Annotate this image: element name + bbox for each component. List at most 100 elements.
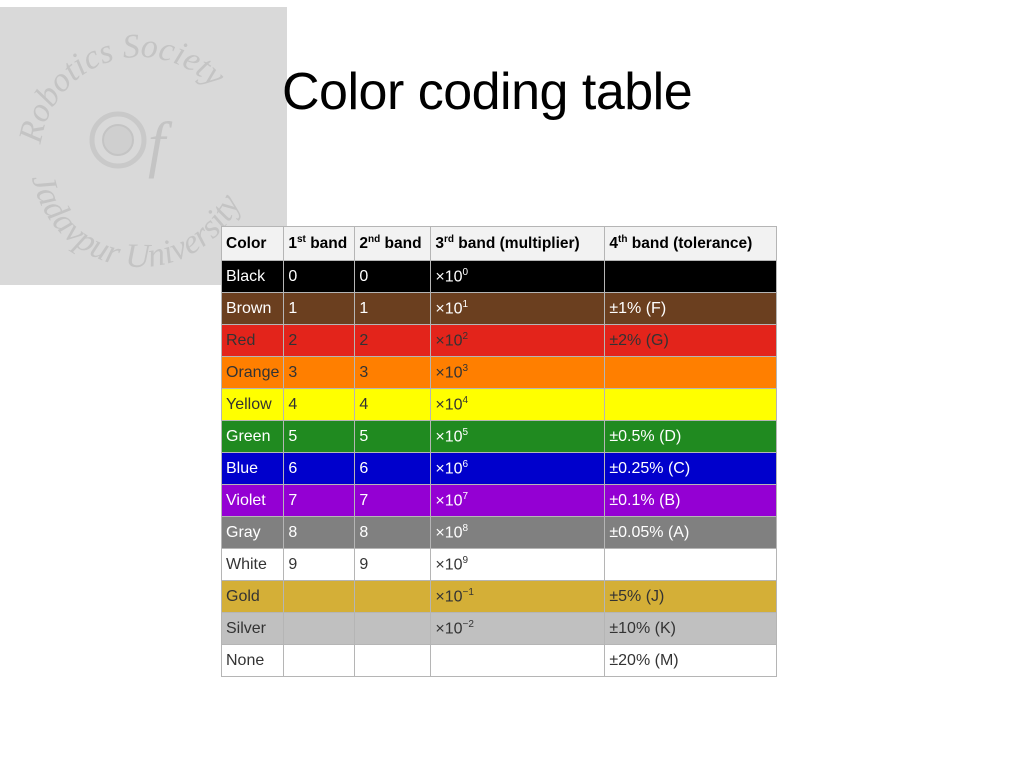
color-name-cell-text: Gray [226, 523, 261, 541]
multiplier-exponent: 3 [462, 362, 469, 374]
multiplier-base: ×10 [435, 268, 463, 286]
tolerance-cell-text: ±0.5% (D) [609, 427, 682, 445]
tolerance-cell: ±5% (J) [604, 580, 778, 613]
color-code-table: Color 1st band 2nd band 3rd band (multiplie… [220, 226, 778, 677]
column-header-ordinal: st [297, 233, 306, 245]
multiplier-base: ×10 [435, 300, 463, 318]
column-header-base: 2 [359, 235, 368, 253]
band1-cell: 5 [283, 420, 356, 453]
column-header-text: band (multiplier) [454, 235, 580, 253]
band1-cell-text: 1 [288, 299, 298, 317]
column-header: 4th band (tolerance) [604, 226, 778, 261]
band2-cell: 7 [354, 484, 432, 517]
tolerance-cell: ±0.25% (C) [604, 452, 778, 485]
color-name-cell: White [220, 548, 285, 581]
band2-cell-text: 8 [359, 523, 369, 541]
band2-cell-text: 0 [359, 267, 369, 285]
multiplier-exponent: 1 [462, 298, 469, 310]
band2-cell: 6 [354, 452, 432, 485]
society-logo: Robotics Society Jadavpur University f [0, 7, 287, 285]
band1-cell: 7 [283, 484, 356, 517]
band1-cell-text: 4 [288, 395, 298, 413]
multiplier-exponent: −2 [462, 618, 474, 630]
band2-cell: 0 [354, 260, 432, 293]
table-row: Yellow 4 4 ×104 [220, 388, 778, 421]
multiplier-cell: ×108 [430, 516, 606, 549]
band1-cell-text: 3 [288, 363, 298, 381]
color-name-cell-text: Gold [226, 587, 260, 605]
color-name-cell-text: None [226, 651, 265, 669]
multiplier-base: ×10 [435, 492, 463, 510]
column-header: 2nd band [354, 226, 432, 261]
band2-cell: 8 [354, 516, 432, 549]
color-name-cell: Gray [220, 516, 285, 549]
color-code-table-container: Color 1st band 2nd band 3rd band (multiplie… [220, 226, 778, 677]
color-name-cell: Red [220, 324, 285, 357]
multiplier-exponent: 8 [462, 522, 469, 534]
tolerance-cell: ±1% (F) [604, 292, 778, 325]
logo-seal: Robotics Society Jadavpur University f [12, 28, 248, 276]
band2-cell-text: 2 [359, 331, 369, 349]
table-row: Gold ×10−1 ±5% (J) [220, 580, 778, 613]
tolerance-cell: ±0.5% (D) [604, 420, 778, 453]
multiplier-exponent: 2 [462, 330, 469, 342]
column-header-text: band [380, 235, 422, 253]
band2-cell: 9 [354, 548, 432, 581]
tolerance-cell [604, 356, 778, 389]
color-name-cell: Gold [220, 580, 285, 613]
color-name-cell-text: Yellow [226, 395, 272, 413]
band1-cell: 9 [283, 548, 356, 581]
color-name-cell-text: Violet [226, 491, 266, 509]
color-name-cell: Violet [220, 484, 285, 517]
band2-cell-text: 5 [359, 427, 369, 445]
band1-cell-text: 0 [288, 267, 298, 285]
tolerance-cell: ±10% (K) [604, 612, 778, 645]
band1-cell: 3 [283, 356, 356, 389]
tolerance-cell-text: ±2% (G) [609, 331, 669, 349]
multiplier-cell: ×105 [430, 420, 606, 453]
band2-cell: 4 [354, 388, 432, 421]
table-row: None ±20% (M) [220, 644, 778, 677]
multiplier-exponent: 7 [462, 490, 469, 502]
band2-cell [354, 612, 432, 645]
color-name-cell: None [220, 644, 285, 677]
multiplier-cell: ×100 [430, 260, 606, 293]
tolerance-cell-text: ±0.1% (B) [609, 491, 681, 509]
multiplier-base: ×10 [435, 396, 463, 414]
logo-emblem-icon [89, 111, 147, 169]
band1-cell-text: 2 [288, 331, 298, 349]
column-header-base: 1 [288, 235, 297, 253]
color-name-cell: Yellow [220, 388, 285, 421]
band1-cell [283, 644, 356, 677]
column-header-ordinal: nd [368, 233, 381, 245]
multiplier-base: ×10 [435, 588, 463, 606]
multiplier-base: ×10 [435, 332, 463, 350]
table-row: Silver ×10−2 ±10% (K) [220, 612, 778, 645]
color-name-cell: Blue [220, 452, 285, 485]
color-name-cell-text: Green [226, 427, 271, 445]
multiplier-exponent: 4 [462, 394, 469, 406]
table-row: Green 5 5 ×105 ±0.5% (D) [220, 420, 778, 453]
slide-title: Color coding table [282, 63, 693, 121]
column-header-base: Color [226, 234, 267, 252]
multiplier-cell [430, 644, 606, 677]
tolerance-cell-text: ±10% (K) [609, 619, 676, 637]
column-header-text: band [305, 235, 348, 253]
color-name-cell-text: Red [226, 331, 256, 349]
table-body: Black 0 0 ×100 Brown 1 1 ×101 ±1% (F) Red 2 2 ×102 ±2… [220, 260, 778, 677]
band2-cell: 5 [354, 420, 432, 453]
tolerance-cell [604, 260, 778, 293]
multiplier-base: ×10 [435, 364, 463, 382]
logo-monogram: f [148, 111, 173, 179]
column-header-base: 4 [609, 235, 618, 253]
table-row: Gray 8 8 ×108 ±0.05% (A) [220, 516, 778, 549]
multiplier-base: ×10 [435, 460, 463, 478]
tolerance-cell-text: ±5% (J) [609, 587, 665, 605]
multiplier-cell: ×10−2 [430, 612, 606, 645]
table-row: Brown 1 1 ×101 ±1% (F) [220, 292, 778, 325]
tolerance-cell [604, 548, 778, 581]
band1-cell [283, 612, 356, 645]
column-header-ordinal: th [618, 233, 628, 245]
band1-cell: 4 [283, 388, 356, 421]
color-name-cell-text: White [226, 555, 267, 573]
